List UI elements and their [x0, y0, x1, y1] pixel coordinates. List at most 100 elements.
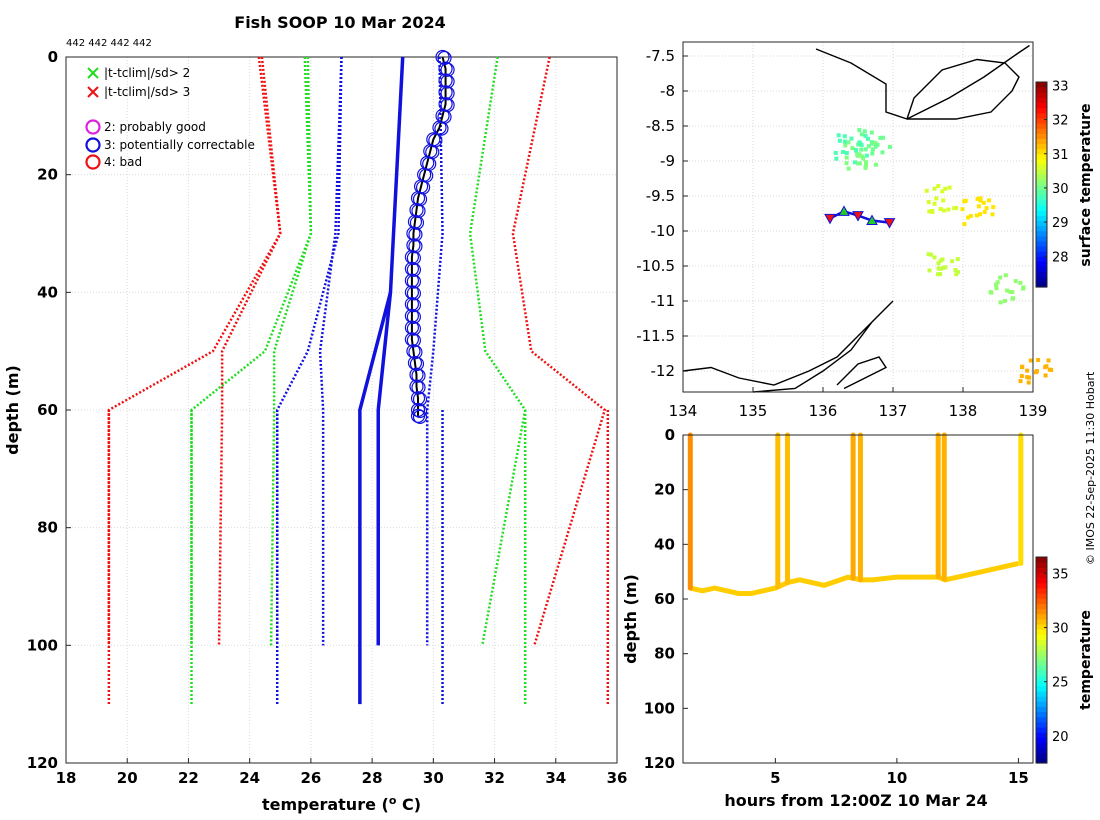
map-colorbar-tick-label: 31	[1052, 148, 1069, 163]
sst-pixel	[924, 188, 929, 193]
sst-pixel	[841, 149, 846, 154]
sst-pixel	[1036, 357, 1041, 362]
map-colorbar-bin	[1036, 148, 1047, 155]
sst-pixel	[990, 212, 995, 217]
depthtime-colorbar-bin	[1036, 572, 1047, 579]
depthtime-colorbar-frame	[1035, 556, 1048, 764]
map-xtick-label: 138	[949, 402, 978, 420]
depthtime-colorbar-bin	[1036, 587, 1047, 594]
coastline-island	[906, 58, 1020, 120]
map-colorbar-label: surface temperature	[1078, 103, 1094, 266]
sst-pixel	[940, 257, 945, 262]
legend-x-marker	[87, 86, 99, 98]
map-ytick-label: -7.5	[646, 47, 675, 65]
flag-3-circle	[412, 192, 428, 207]
map-colorbar-bin	[1036, 87, 1047, 93]
map-xtick-label: 139	[1019, 402, 1048, 420]
depthtime-colorbar-bin	[1036, 685, 1047, 692]
coastline-island	[836, 356, 888, 390]
sst-pixel	[998, 275, 1003, 280]
track-marker	[883, 218, 896, 229]
depthtime-colorbar-bin	[1036, 629, 1047, 635]
profile-xtick-label: 22	[178, 769, 199, 787]
depthtime-ytick-label: 120	[644, 754, 675, 772]
sst-pixel	[1019, 374, 1024, 379]
map-colorbar-bin	[1036, 210, 1047, 216]
depthtime-colorbar-bin	[1036, 696, 1047, 702]
sst-pixel	[852, 160, 857, 165]
map-colorbar-bin	[1036, 256, 1047, 262]
sst-pixel	[870, 141, 875, 146]
sst-pixel	[955, 257, 960, 262]
depthtime-xtick-label: 15	[1008, 769, 1029, 787]
map-ytick-label: -10.5	[636, 257, 675, 275]
map-colorbar-bin	[1036, 240, 1047, 247]
sst-pixel	[1026, 380, 1031, 385]
map-colorbar-tick-label: 30	[1052, 182, 1069, 197]
sst-pixel	[863, 133, 868, 138]
depthtime-colorbar-bin	[1036, 649, 1047, 656]
profile-xtick-label: 36	[607, 769, 628, 787]
map-colorbar-tick-label: 28	[1052, 250, 1069, 265]
depthtime-colorbar-bin	[1036, 598, 1047, 604]
flag-3-circle	[408, 239, 423, 254]
map-ytick-label: -8	[660, 82, 675, 100]
flag-3-circle	[406, 298, 422, 313]
sst-pixel	[982, 210, 987, 215]
sst-pixel	[928, 252, 933, 257]
depthtime-colorbar-bin	[1036, 593, 1047, 599]
sst-pixel	[1028, 358, 1033, 363]
map-ytick-label: -9.5	[646, 187, 675, 205]
legend-label: 2: probably good	[104, 120, 206, 134]
sst-pixel	[960, 207, 965, 212]
map-colorbar-bin	[1036, 133, 1047, 139]
legend-label: 3: potentially correctable	[104, 138, 255, 152]
map-xtick-label: 137	[879, 402, 908, 420]
depthtime-colorbar-bin	[1036, 603, 1047, 610]
sst-pixel	[977, 212, 982, 217]
sst-pixel	[978, 198, 983, 203]
climatology-band-line	[511, 56, 607, 646]
sst-pixel	[934, 196, 939, 201]
depthtime-colorbar-bin	[1036, 660, 1047, 666]
depthtime-colorbar-bin	[1036, 726, 1047, 733]
depthtime-colorbar-bin	[1036, 613, 1047, 620]
copyright-text: © IMOS 22-Sep-2025 11:30 Hobart	[1084, 371, 1097, 565]
profile-xtick-label: 20	[117, 769, 138, 787]
sst-pixel	[837, 138, 842, 143]
profile-xtick-label: 24	[239, 769, 260, 787]
sst-pixel	[936, 261, 941, 266]
profile-y-axis-label: depth (m)	[3, 365, 22, 455]
sst-pixel	[873, 162, 878, 167]
coastline	[682, 300, 894, 393]
depthtime-colorbar-bin	[1036, 742, 1047, 749]
flag-3-circle	[440, 74, 455, 89]
sst-pixel	[1025, 375, 1030, 380]
profile-ytick-label: 100	[27, 636, 58, 654]
map-colorbar-bin	[1036, 107, 1047, 114]
sst-pixel	[975, 196, 980, 201]
map-colorbar-bin	[1036, 225, 1047, 232]
map-colorbar-bin	[1036, 97, 1047, 104]
climatology-mean-line	[376, 56, 405, 646]
depthtime-colorbar-bin	[1036, 711, 1047, 718]
sst-pixel	[870, 151, 875, 156]
depthtime-colorbar-bin	[1036, 701, 1047, 707]
sst-pixel	[946, 207, 951, 212]
map-colorbar-bin	[1036, 174, 1047, 180]
sst-pixel	[932, 186, 937, 191]
sst-pixel	[873, 140, 878, 145]
sst-pixel	[978, 196, 983, 201]
flag-3-circle	[411, 368, 426, 383]
sst-pixel	[950, 259, 955, 264]
depthtime-y-axis-label: depth (m)	[621, 574, 640, 664]
profile-xtick-label: 32	[484, 769, 505, 787]
profile-xtick-label: 28	[362, 769, 383, 787]
sst-pixel	[966, 215, 971, 220]
map-colorbar-tick-label: 32	[1052, 114, 1069, 129]
sst-pixel	[880, 150, 885, 155]
profile-annotation: 442 442 442 442	[66, 38, 152, 49]
depthtime-colorbar-bin	[1036, 639, 1047, 646]
depthtime-colorbar-bin	[1036, 721, 1047, 728]
sst-pixel	[844, 161, 849, 166]
